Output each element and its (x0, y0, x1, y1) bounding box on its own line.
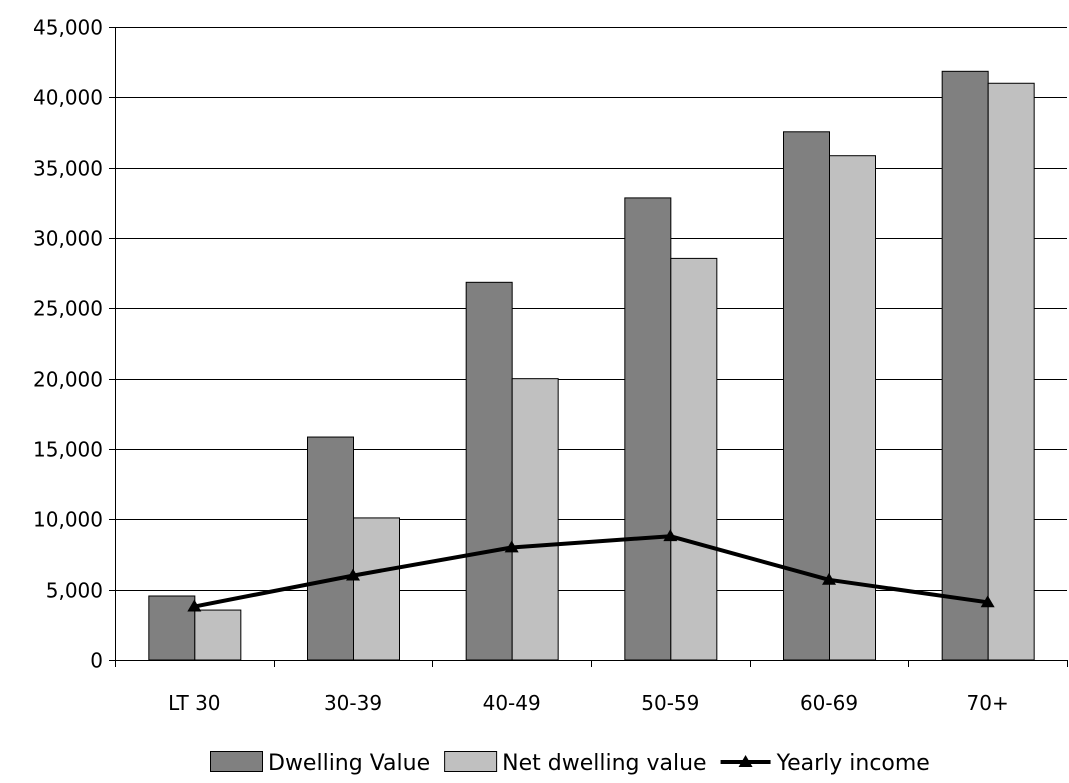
triangle-marker (822, 572, 836, 585)
bar (987, 82, 1035, 661)
legend-label: Yearly income (776, 751, 930, 776)
bars (148, 70, 1035, 661)
triangle-marker (187, 599, 202, 612)
y-tick-labels: 0 5,000 10,000 15,000 20,000 25,000 30,000 35,0… (33, 16, 103, 673)
triangle-marker (980, 595, 995, 608)
bar (783, 131, 830, 661)
triangle-marker (504, 540, 519, 553)
yearly-income-line (187, 529, 995, 612)
bar (465, 281, 513, 661)
y-tick-label: 0 (90, 649, 103, 673)
y-tick-label: 35,000 (33, 157, 103, 181)
bar (829, 155, 876, 661)
x-tick-label: 50-59 (641, 691, 699, 715)
x-tick-label: 40-49 (483, 691, 541, 715)
y-tick-label: 10,000 (33, 508, 103, 532)
y-tick-label: 30,000 (33, 227, 103, 251)
x-tick-labels: LT 30 30-39 40-49 50-59 60-69 70+ (168, 691, 1009, 715)
bar (307, 436, 354, 661)
x-tick-label: 70+ (967, 691, 1009, 715)
y-tick-label: 15,000 (33, 438, 103, 462)
legend: Dwelling Value Net dwelling value Yearly i… (210, 751, 930, 776)
bar (511, 378, 559, 661)
y-tick-label: 25,000 (33, 297, 103, 321)
gridlines (115, 27, 1067, 591)
legend-swatch (444, 751, 498, 772)
bar (353, 517, 400, 661)
series-line (193, 534, 988, 609)
y-tick-label: 45,000 (33, 16, 103, 40)
axes (109, 27, 1068, 667)
triangle-marker (663, 529, 678, 542)
bar (148, 595, 196, 661)
x-tick-label: 60-69 (800, 691, 858, 715)
bar (194, 609, 242, 661)
bar (670, 257, 718, 661)
bar (941, 70, 989, 661)
triangle-marker (346, 568, 360, 581)
legend-label: Dwelling Value (268, 751, 430, 776)
legend-marker (738, 755, 753, 767)
bar (624, 197, 672, 661)
x-tick-label: 30-39 (324, 691, 382, 715)
legend-label: Net dwelling value (502, 751, 706, 776)
legend-swatch (210, 751, 263, 772)
y-tick-label: 40,000 (33, 86, 103, 110)
y-tick-label: 20,000 (33, 368, 103, 392)
y-tick-label: 5,000 (46, 579, 103, 603)
x-tick-label: LT 30 (168, 691, 220, 715)
